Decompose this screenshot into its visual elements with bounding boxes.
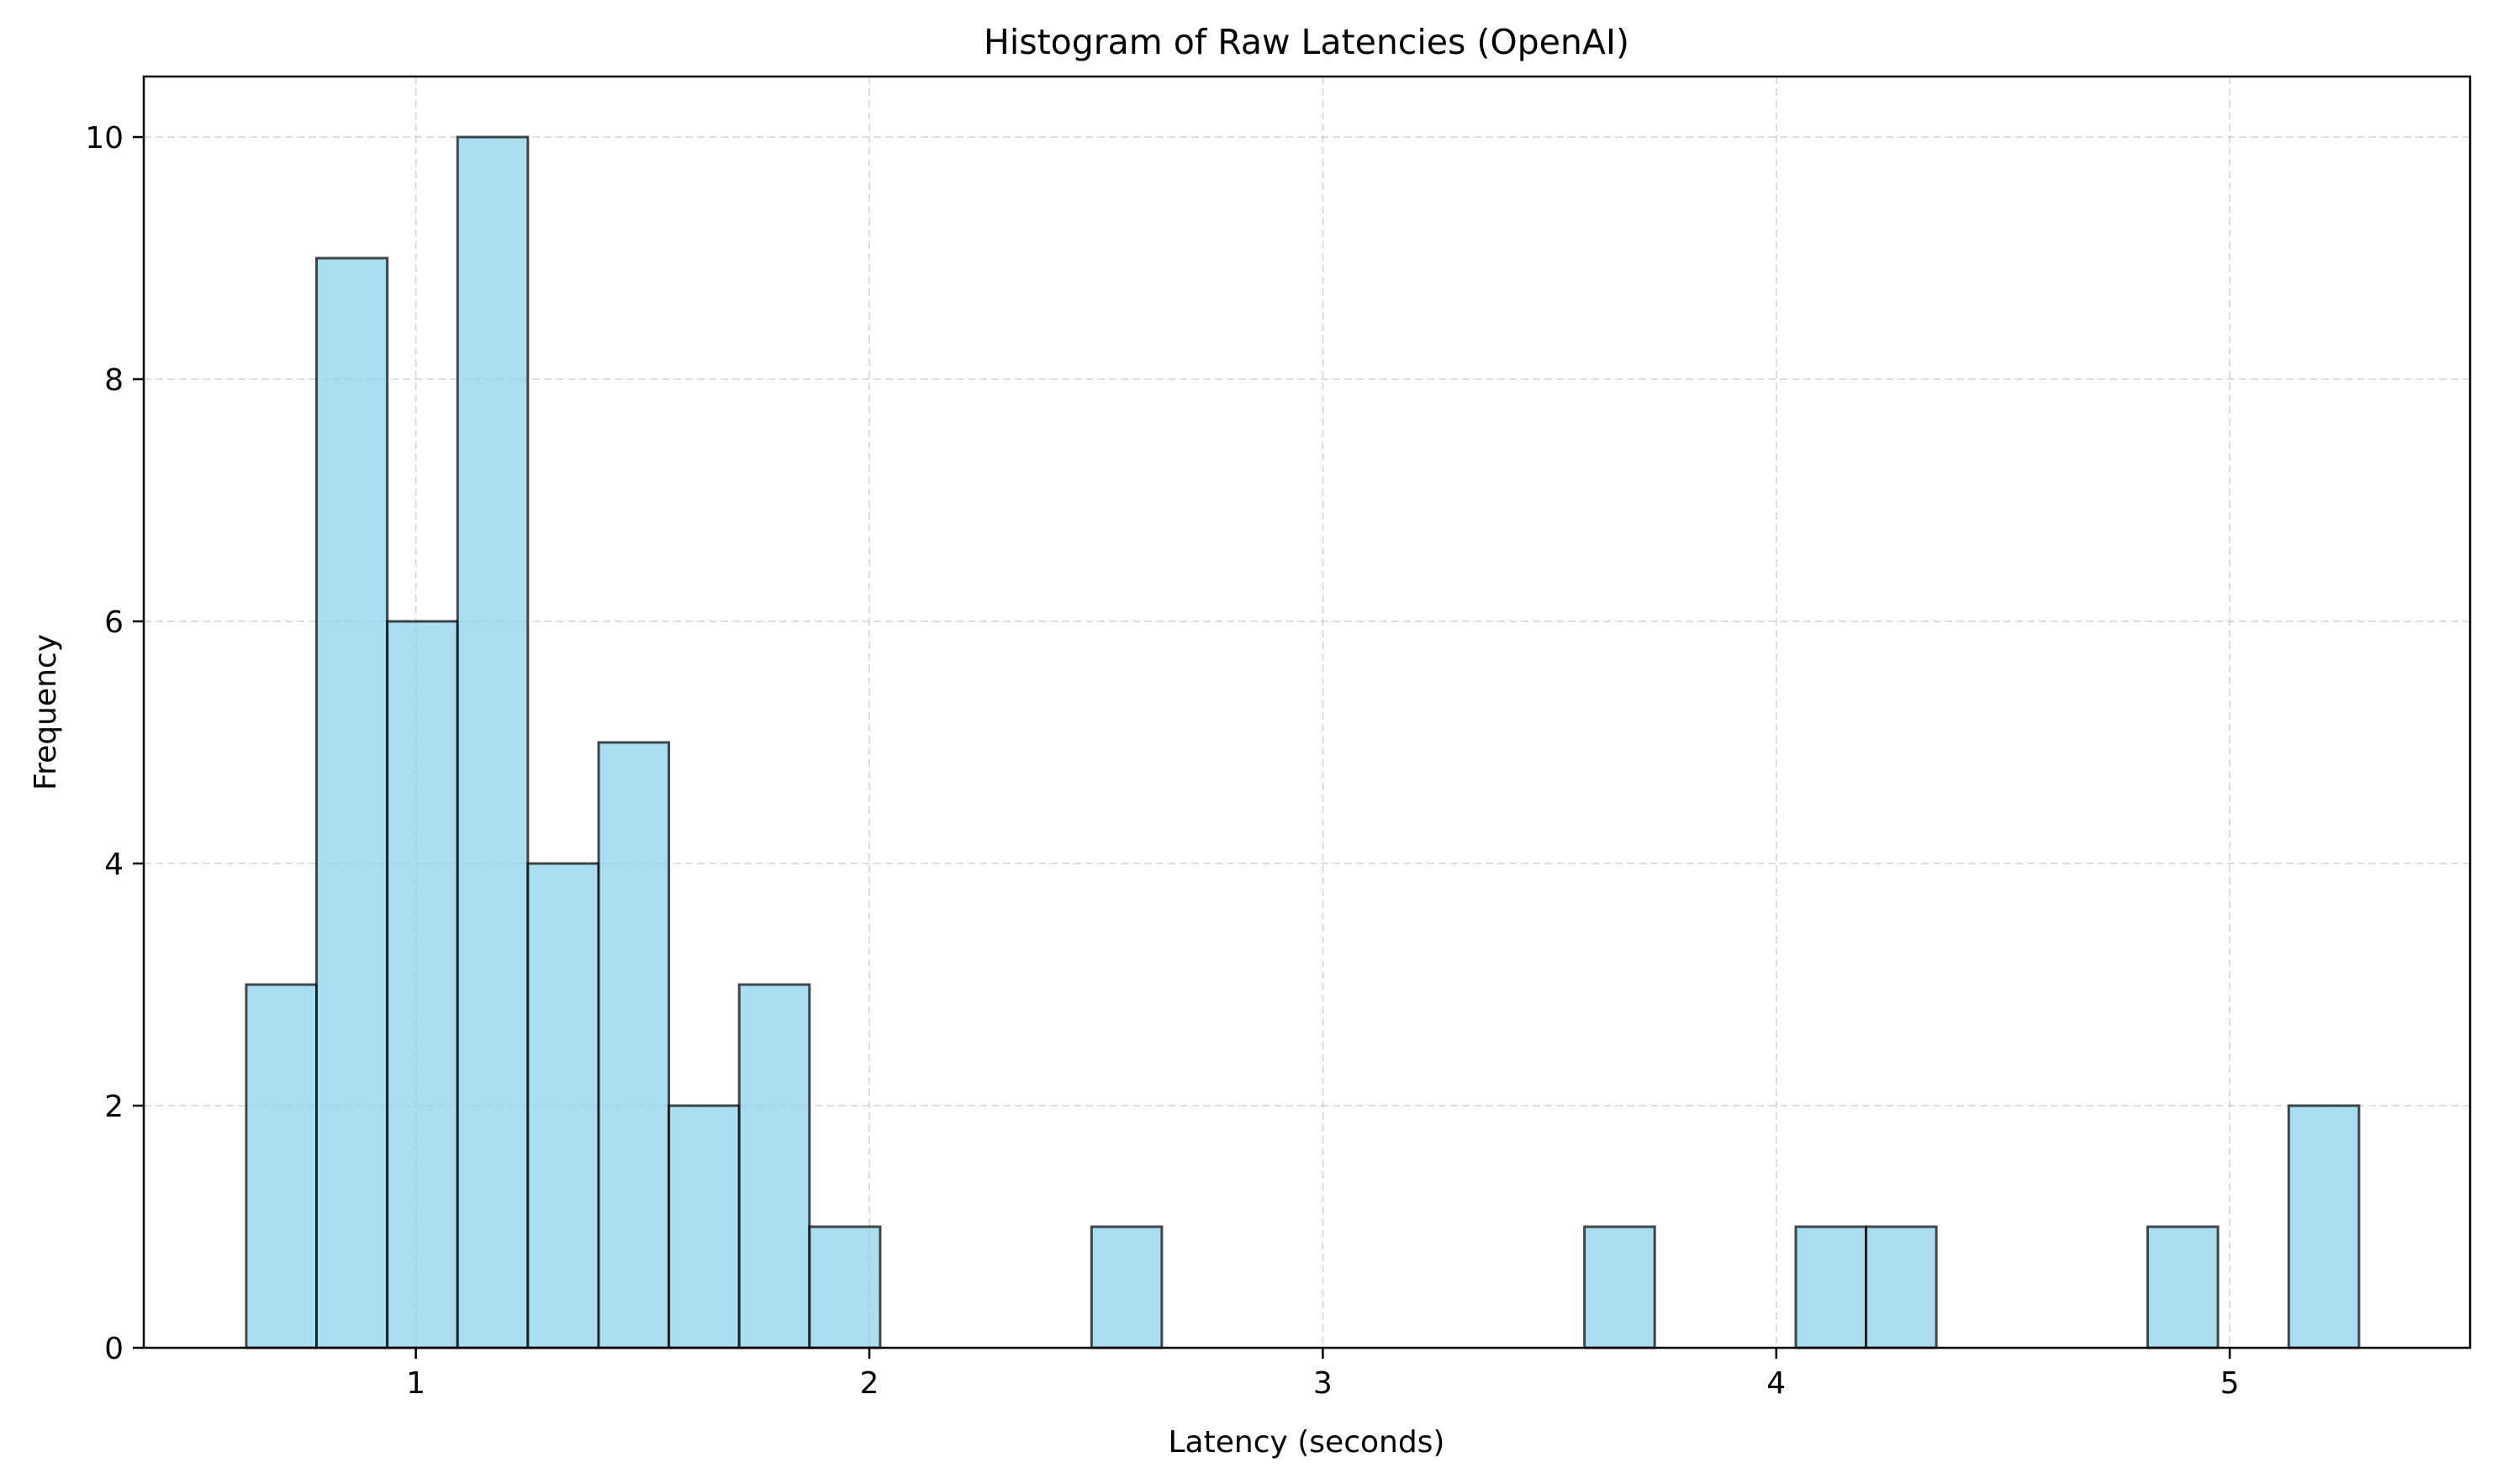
histogram-bar — [1583, 1225, 1656, 1349]
y-tick-label: 8 — [104, 363, 124, 398]
chart-title: Histogram of Raw Latencies (OpenAI) — [984, 22, 1629, 62]
x-tick-label: 5 — [2220, 1366, 2240, 1401]
histogram-bar — [668, 1104, 741, 1349]
y-tick-label: 0 — [104, 1332, 124, 1366]
x-tick-label: 2 — [860, 1366, 879, 1401]
histogram-bar — [597, 741, 671, 1349]
plot-area-frame — [142, 75, 2472, 1349]
histogram-bar — [456, 135, 530, 1349]
y-tick-label: 10 — [85, 121, 124, 156]
histogram-bar — [1865, 1225, 1938, 1349]
histogram-bar — [1794, 1225, 1868, 1349]
y-axis-label: Frequency — [29, 634, 63, 790]
histogram-bar — [2287, 1104, 2361, 1349]
x-axis-ticks: 1 2 3 4 5 — [406, 1348, 2240, 1401]
y-tick-label: 6 — [104, 605, 124, 640]
y-tick-label: 4 — [104, 848, 124, 882]
histogram-bar — [808, 1225, 882, 1349]
x-tick-label: 3 — [1313, 1366, 1333, 1401]
histogram-bar — [1090, 1225, 1164, 1349]
y-axis-ticks: 0 2 4 6 8 10 — [85, 121, 144, 1366]
histogram-bar — [2146, 1225, 2220, 1349]
histogram-bar — [526, 862, 600, 1349]
histogram-bar — [386, 620, 459, 1349]
x-tick-label: 4 — [1766, 1366, 1786, 1401]
histogram-bars — [245, 135, 2361, 1349]
histogram-bar — [245, 983, 319, 1349]
x-tick-label: 1 — [406, 1366, 425, 1401]
histogram-bar — [737, 983, 811, 1349]
y-tick-label: 2 — [104, 1090, 124, 1124]
x-axis-label: Latency (seconds) — [1169, 1425, 1445, 1460]
histogram-bar — [315, 256, 389, 1349]
